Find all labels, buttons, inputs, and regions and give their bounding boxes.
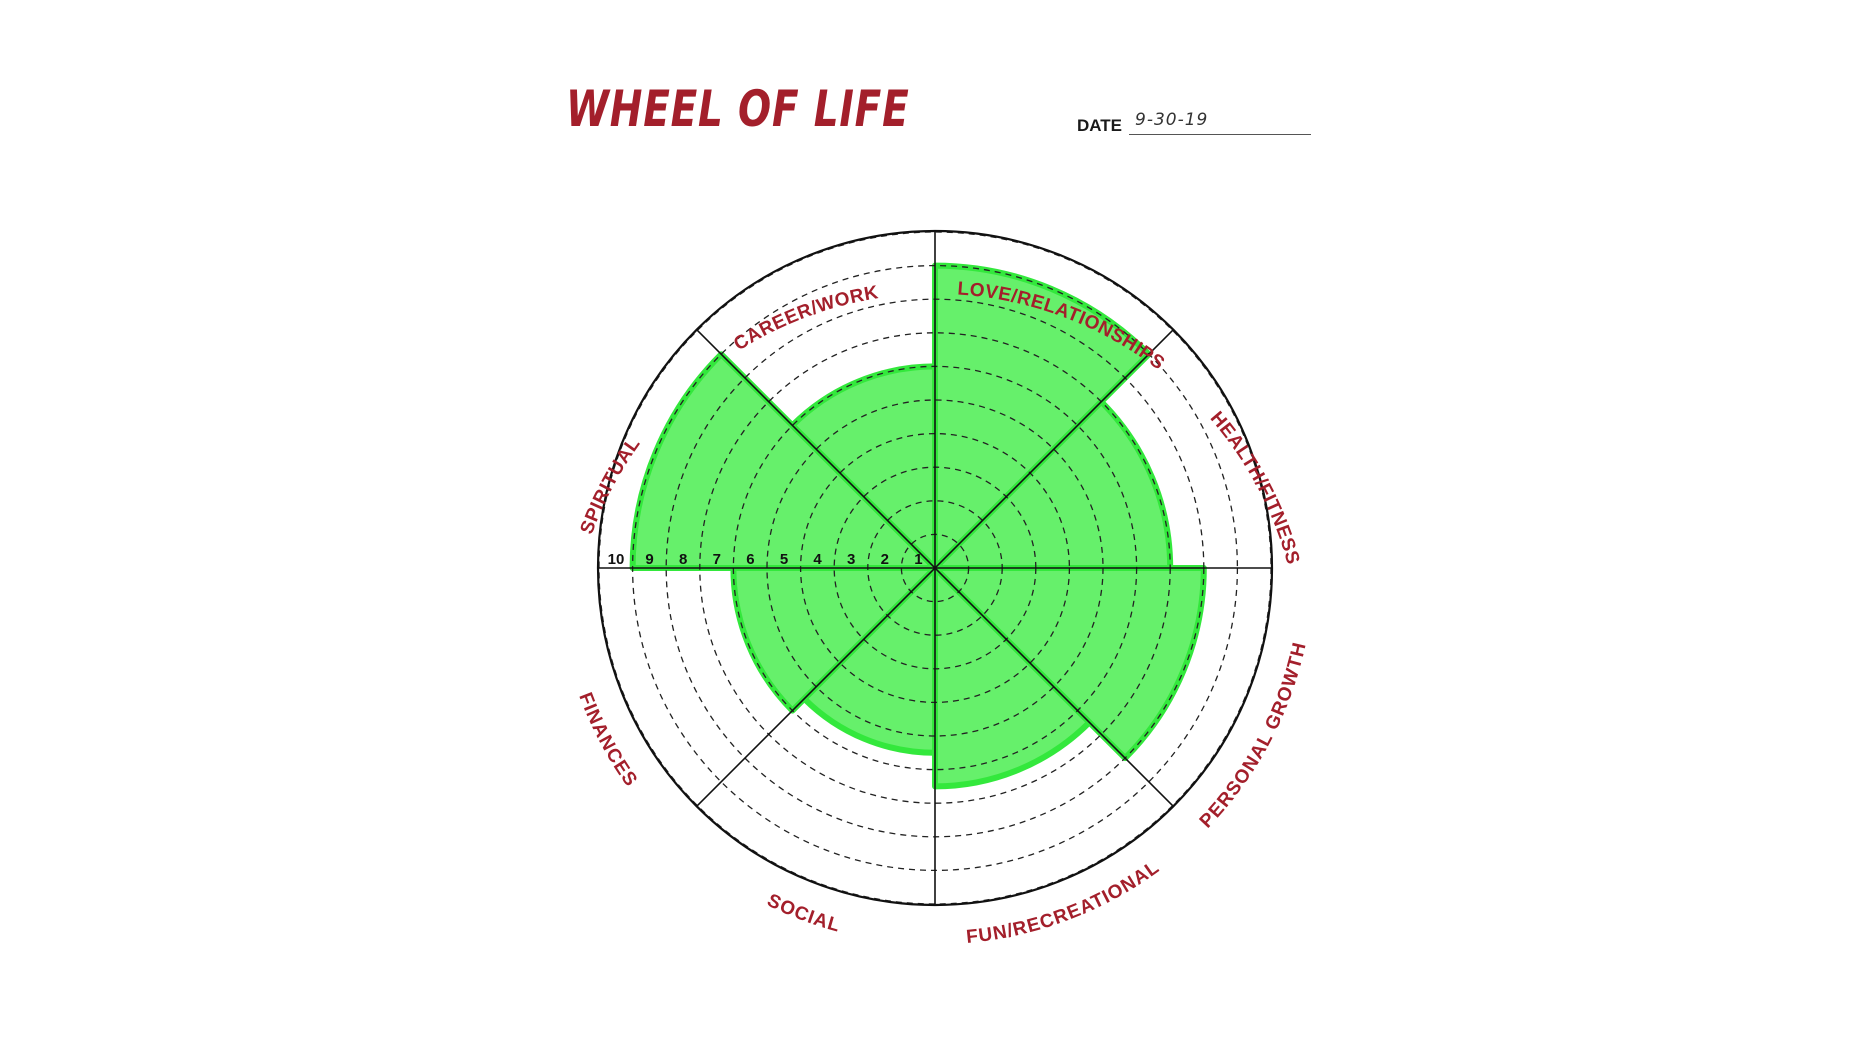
- scale-number-7: 7: [713, 551, 721, 568]
- date-underline: [1129, 134, 1311, 135]
- scale-numbers: 1 2 3 4 5 6 7 8 9 10: [608, 551, 923, 568]
- category-label-fun-recreational: FUN/RECREATIONAL: [965, 857, 1163, 948]
- date-field[interactable]: DATE 9-30-19: [1077, 110, 1311, 136]
- scale-number-8: 8: [679, 551, 687, 568]
- date-value: 9-30-19: [1135, 110, 1209, 130]
- date-label: DATE: [1077, 116, 1123, 135]
- sector-fill-personal-growth: [932, 565, 1207, 762]
- scale-number-6: 6: [746, 551, 754, 568]
- category-label-social: SOCIAL: [764, 890, 843, 936]
- sector-fill-health-fitness: [932, 398, 1174, 571]
- scale-number-9: 9: [645, 551, 653, 568]
- page-title: WHEEL OF LIFE: [566, 80, 910, 138]
- category-label-health-fitness: HEALTH/FITNESS: [1206, 408, 1304, 567]
- sector-divider-4: [696, 329, 1174, 807]
- scale-number-4: 4: [813, 551, 822, 568]
- scale-number-5: 5: [780, 551, 788, 568]
- sector-fill-social: [801, 565, 938, 756]
- wheel-outer-circle: [596, 229, 1274, 907]
- category-label-personal-growth: PERSONAL GROWTH: [1196, 640, 1311, 832]
- category-label-career-work: CAREER/WORK: [730, 282, 880, 355]
- sector-dividers: [598, 231, 1272, 905]
- scale-number-3: 3: [847, 551, 855, 568]
- scale-number-10: 10: [608, 551, 625, 568]
- scale-number-1: 1: [914, 551, 922, 568]
- scale-number-2: 2: [881, 551, 889, 568]
- category-label-finances: FINANCES: [574, 690, 641, 791]
